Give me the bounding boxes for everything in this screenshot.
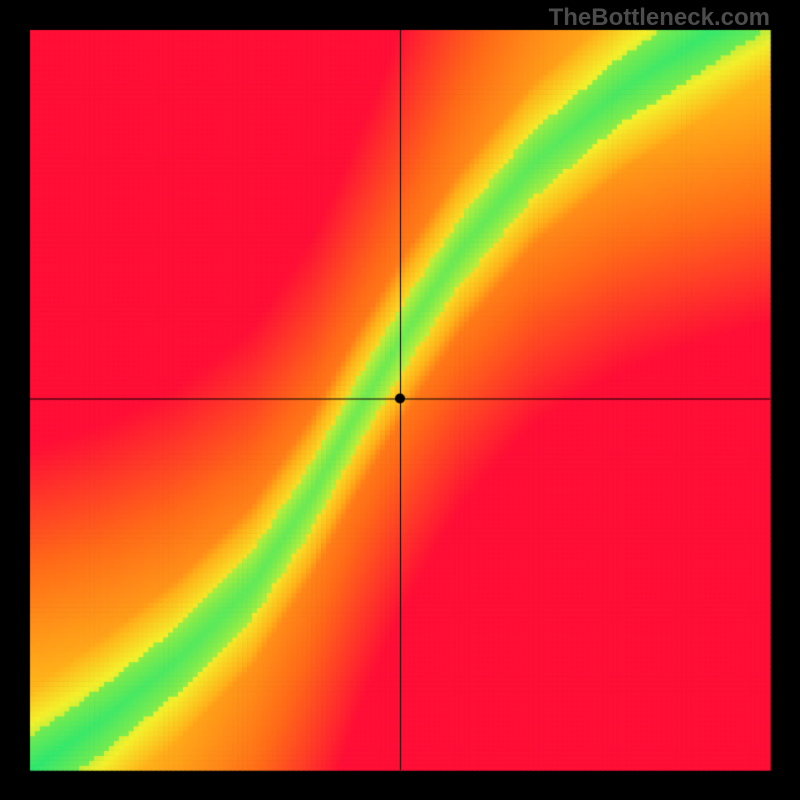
watermark-text: TheBottleneck.com	[549, 4, 770, 32]
bottleneck-heatmap	[0, 0, 800, 800]
